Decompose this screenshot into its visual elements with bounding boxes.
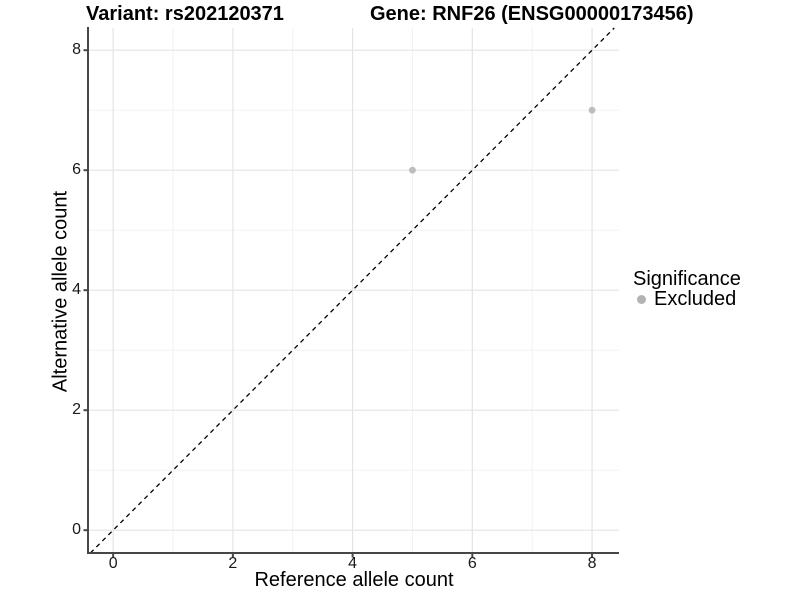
data-point	[409, 166, 416, 174]
plot-title-variant: Variant: rs202120371	[86, 3, 284, 25]
y-tick-label: 8	[72, 40, 81, 58]
x-tick-label: 8	[587, 555, 597, 572]
plot-title-gene: Gene: RNF26 (ENSG00000173456)	[370, 3, 694, 25]
y-tick-label: 2	[72, 400, 81, 418]
x-tick-label: 4	[348, 555, 358, 572]
y-tick-label: 0	[72, 520, 81, 538]
y-tick-label: 4	[72, 280, 81, 298]
x-tick-label: 0	[108, 555, 118, 572]
y-tick-label: 6	[72, 160, 81, 178]
x-tick-label: 2	[228, 555, 238, 572]
x-axis-title: Reference allele count	[254, 569, 454, 591]
x-tick-label: 6	[467, 555, 477, 572]
data-point	[588, 106, 596, 114]
legend-item-label: Excluded	[654, 288, 737, 310]
legend-point-icon	[637, 294, 646, 304]
legend-item-excluded: Excluded	[633, 289, 741, 309]
legend: Significance Excluded	[633, 269, 741, 309]
legend-title: Significance	[633, 268, 741, 290]
